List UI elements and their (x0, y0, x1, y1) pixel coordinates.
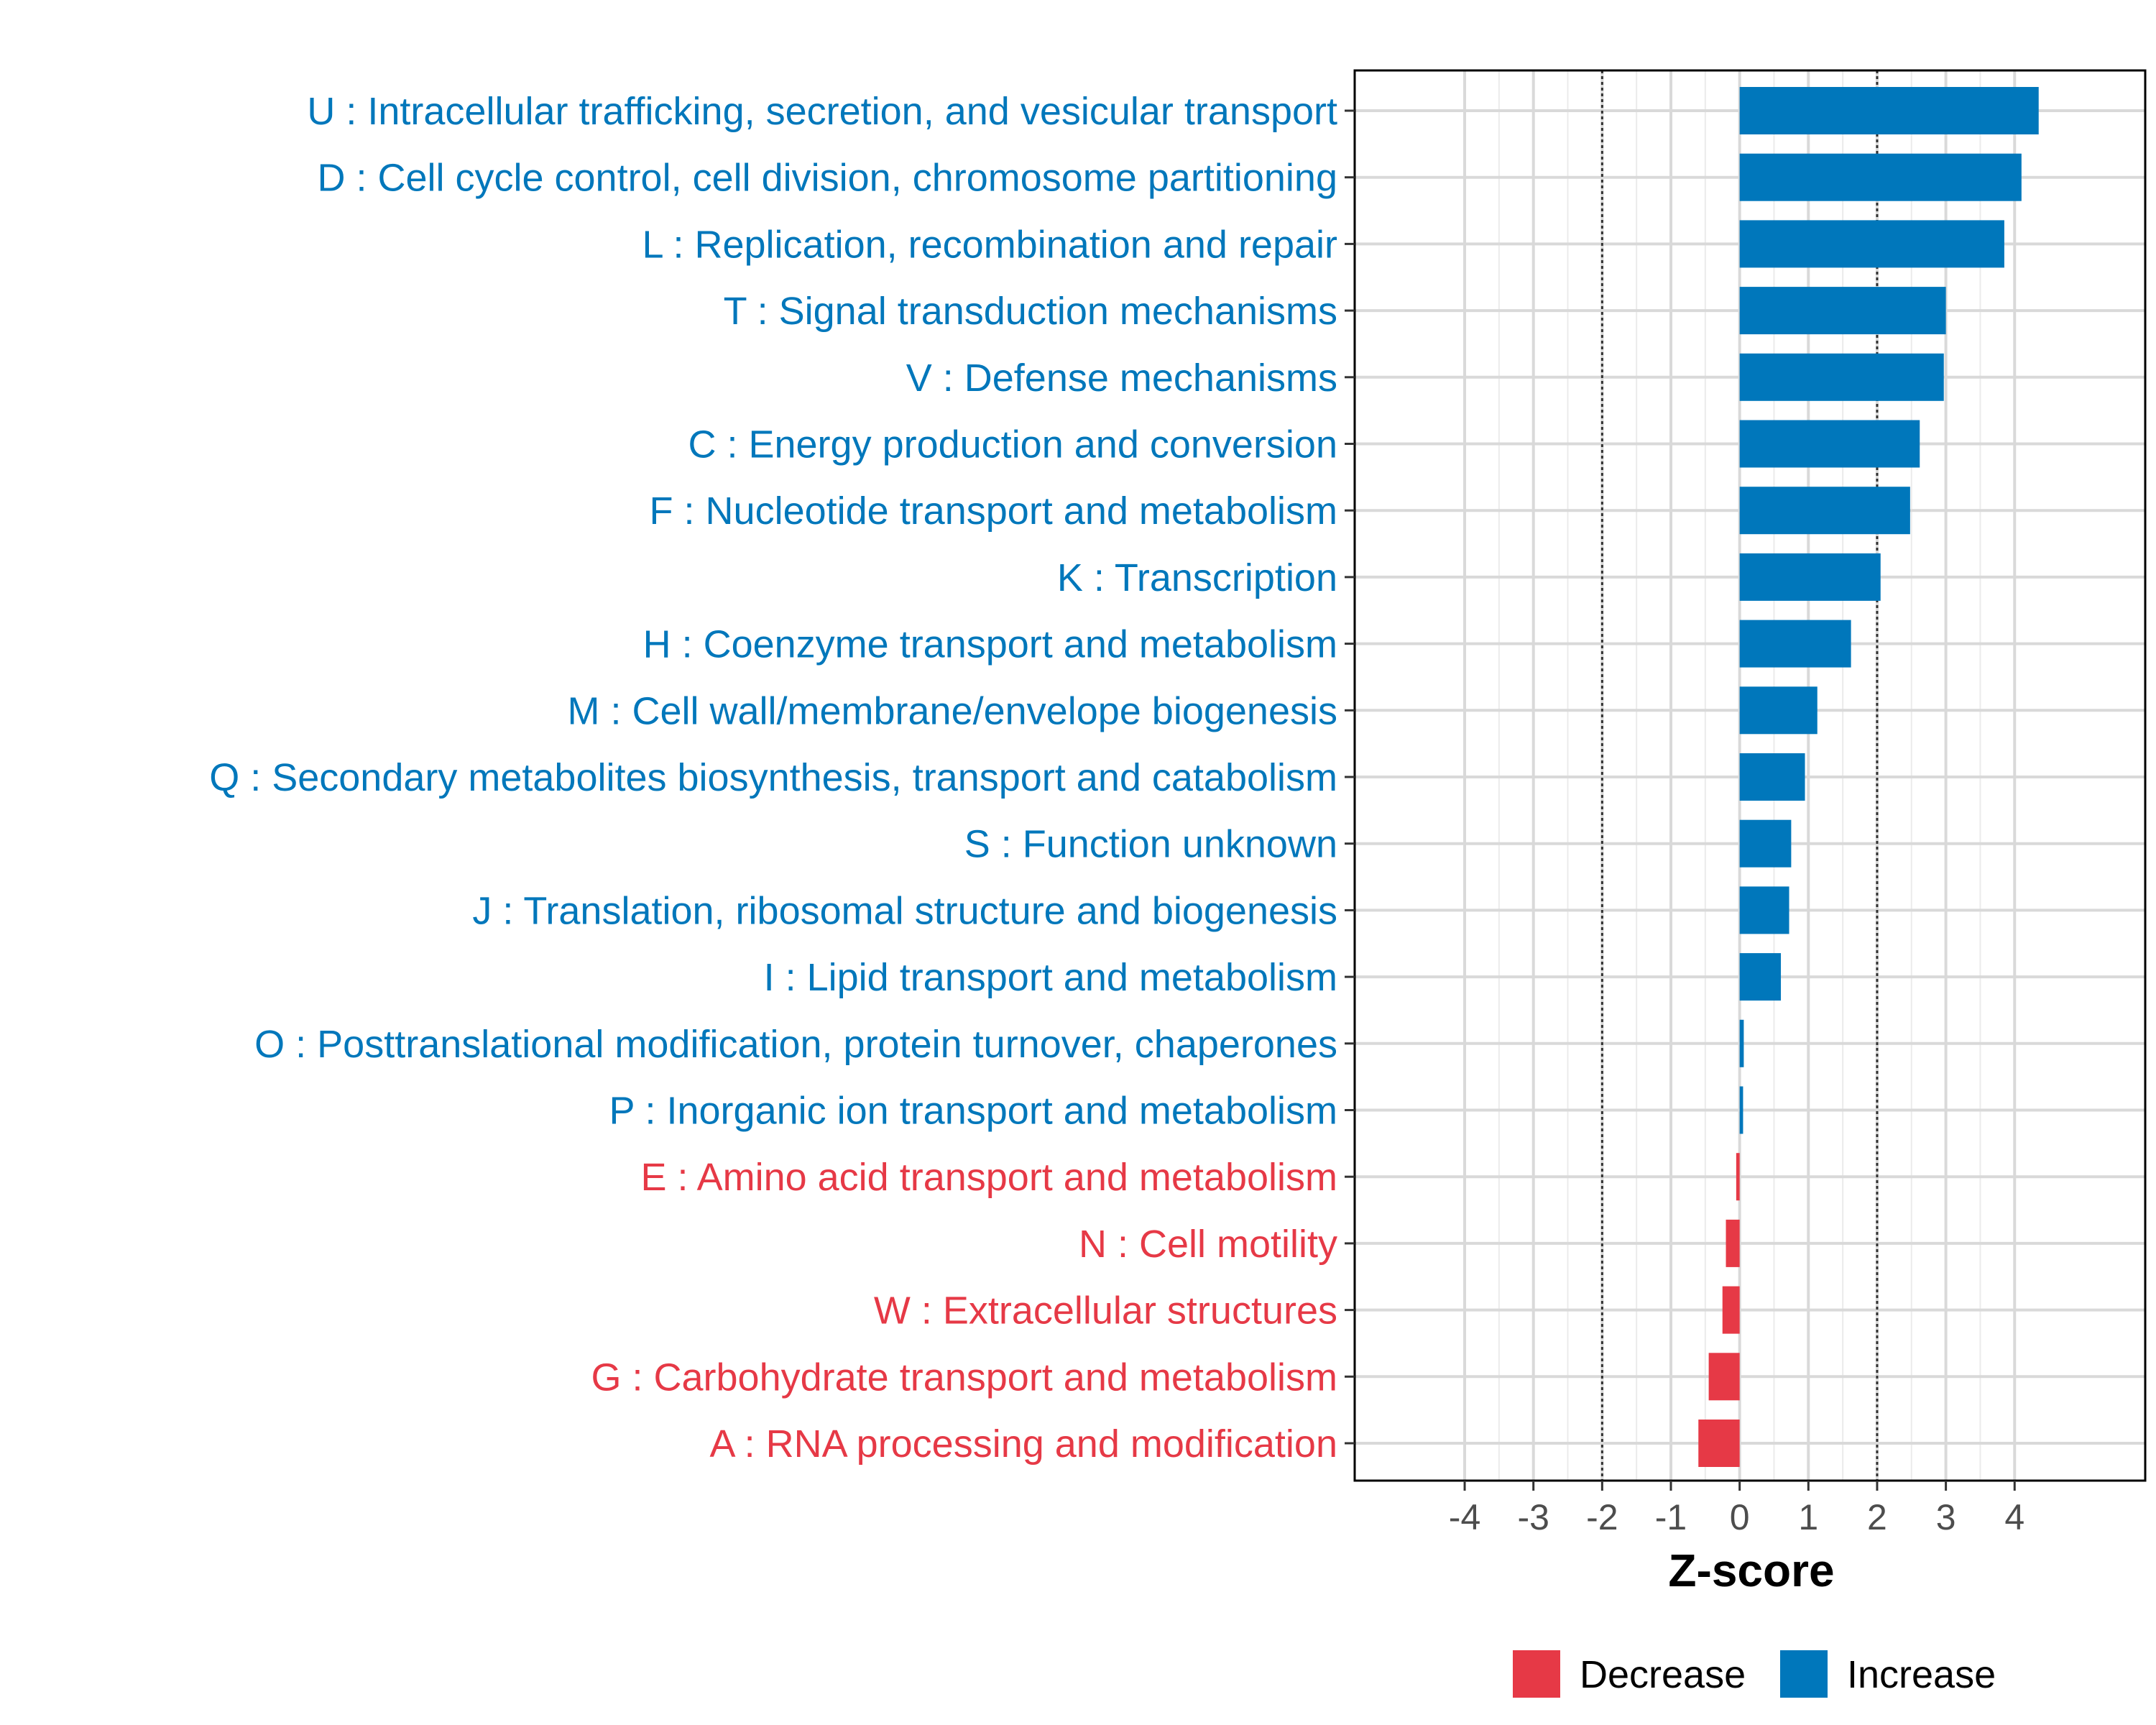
bar (1739, 153, 2022, 201)
x-tick-labels: -4 -3 -2 -1 0 1 2 3 4 (1449, 1497, 2024, 1537)
legend-label-decrease: Decrease (1580, 1653, 1746, 1696)
bar (1739, 819, 1792, 868)
bar (1698, 1420, 1740, 1467)
category-label: C : Energy production and conversion (688, 423, 1337, 466)
bar (1739, 753, 1805, 801)
bar (1739, 220, 2004, 268)
x-tick-label: 3 (1936, 1497, 1956, 1537)
category-label: D : Cell cycle control, cell division, c… (317, 157, 1337, 200)
category-label: Q : Secondary metabolites biosynthesis, … (209, 756, 1337, 799)
x-tick-label: 4 (2004, 1497, 2024, 1537)
category-label: G : Carbohydrate transport and metabolis… (591, 1356, 1338, 1399)
x-tick-label: 0 (1730, 1497, 1750, 1537)
category-label: M : Cell wall/membrane/envelope biogenes… (567, 689, 1337, 732)
bar (1722, 1286, 1740, 1334)
bar (1739, 420, 1920, 468)
legend-swatch-decrease (1513, 1650, 1560, 1698)
category-label: A : RNA processing and modification (710, 1422, 1337, 1466)
x-tick-label: -2 (1586, 1497, 1618, 1537)
x-tick-label: 1 (1798, 1497, 1818, 1537)
x-axis-ticks (1463, 1481, 2016, 1491)
category-label: S : Function unknown (964, 823, 1337, 866)
x-tick-label: -4 (1449, 1497, 1480, 1537)
category-label: L : Replication, recombination and repai… (642, 223, 1337, 266)
bar (1739, 1019, 1744, 1067)
bar (1739, 620, 1851, 668)
category-label: K : Transcription (1057, 556, 1337, 599)
bar (1739, 886, 1789, 934)
bar (1739, 487, 1910, 535)
category-label: H : Coenzyme transport and metabolism (643, 623, 1337, 666)
category-label: J : Translation, ribosomal structure and… (472, 889, 1337, 932)
category-label: W : Extracellular structures (874, 1289, 1337, 1333)
bar (1739, 1086, 1743, 1134)
legend: Decrease Increase (1513, 1650, 1996, 1698)
x-axis-title: Z-score (1668, 1545, 1834, 1596)
category-label: N : Cell motility (1079, 1223, 1337, 1266)
legend-label-increase: Increase (1847, 1653, 1996, 1696)
category-labels: U : Intracellular trafficking, secretion… (209, 90, 1337, 1466)
bars (1698, 87, 2039, 1467)
legend-swatch-increase (1780, 1650, 1828, 1698)
bar (1708, 1353, 1740, 1401)
bar (1739, 87, 2039, 134)
plot-panel-border (1353, 69, 2147, 1482)
x-tick-label: -3 (1517, 1497, 1549, 1537)
category-label: E : Amino acid transport and metabolism (641, 1156, 1337, 1199)
category-label: O : Posttranslational modification, prot… (254, 1023, 1337, 1066)
category-label: I : Lipid transport and metabolism (764, 956, 1337, 999)
x-tick-label: 2 (1867, 1497, 1887, 1537)
bar (1739, 686, 1818, 735)
category-label: V : Defense mechanisms (906, 356, 1337, 400)
category-label: T : Signal transduction mechanisms (724, 290, 1337, 333)
x-tick-label: -1 (1655, 1497, 1687, 1537)
y-axis-ticks (1345, 109, 1355, 1445)
bar (1739, 287, 1946, 335)
reference-lines (1600, 70, 1879, 1481)
category-label: P : Inorganic ion transport and metaboli… (609, 1090, 1337, 1133)
bar (1739, 353, 1944, 401)
bar (1739, 553, 1881, 601)
bar (1726, 1219, 1740, 1267)
bar (1739, 953, 1782, 1001)
bar (1736, 1153, 1740, 1201)
category-label: U : Intracellular trafficking, secretion… (307, 90, 1337, 133)
category-label: F : Nucleotide transport and metabolism (650, 489, 1337, 533)
